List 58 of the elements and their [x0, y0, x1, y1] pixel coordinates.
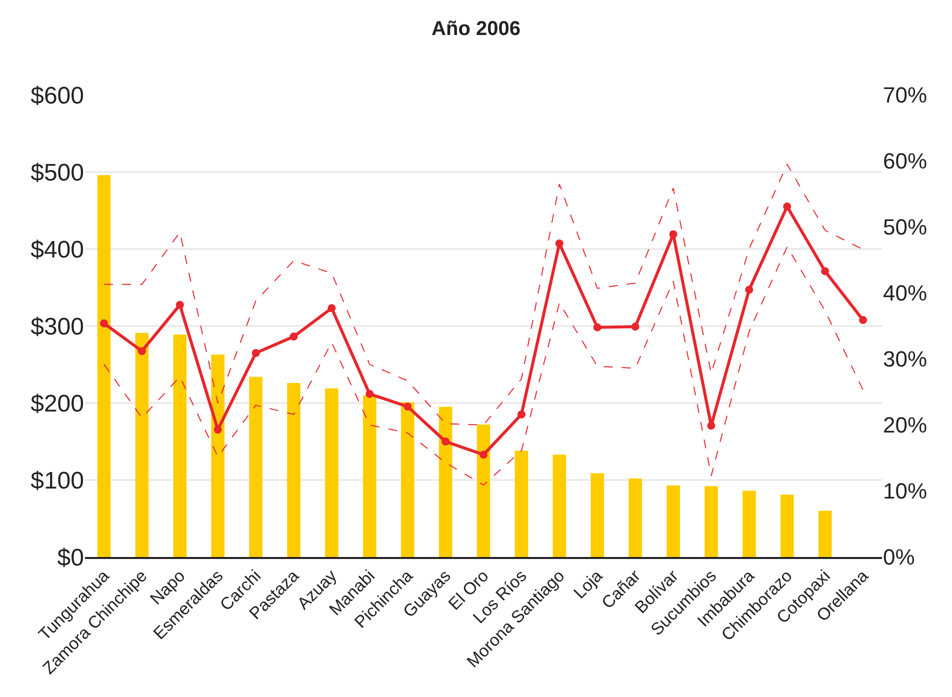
- point: [783, 202, 792, 211]
- bar: [249, 376, 262, 557]
- bar: [287, 382, 300, 557]
- y2-tick-label: 60%: [883, 148, 928, 174]
- bar: [818, 510, 832, 557]
- point: [100, 319, 108, 328]
- y2-tick-label: 50%: [883, 214, 928, 240]
- bar: [704, 486, 718, 557]
- bar: [552, 454, 566, 557]
- bar: [742, 490, 756, 557]
- bar: [438, 406, 452, 557]
- point: [631, 322, 640, 331]
- bar: [400, 402, 414, 557]
- y-tick-label: $500: [30, 159, 84, 186]
- point: [366, 390, 374, 398]
- y-tick-label: $100: [30, 467, 84, 494]
- point: [328, 304, 336, 312]
- bar: [514, 450, 528, 557]
- point: [555, 240, 564, 248]
- bar: [211, 354, 224, 557]
- y2-tick-label: 10%: [883, 478, 928, 504]
- bar: [628, 478, 642, 557]
- point: [290, 332, 298, 341]
- y-tick-label: $300: [30, 313, 84, 340]
- bar: [590, 473, 604, 557]
- line-series: [103, 246, 864, 486]
- point: [214, 426, 222, 434]
- bar: [325, 388, 338, 557]
- point: [745, 286, 754, 294]
- y-tick-label: $200: [30, 390, 84, 418]
- point: [707, 422, 716, 430]
- bar: [780, 494, 794, 557]
- bar: [476, 424, 490, 557]
- bar: [97, 175, 111, 557]
- point: [138, 347, 146, 356]
- bar: [173, 334, 187, 557]
- y-tick-label: $400: [30, 236, 84, 264]
- bar: [135, 332, 149, 557]
- y2-tick-label: 20%: [883, 412, 928, 438]
- point: [176, 300, 184, 309]
- y2-tick-label: 70%: [883, 82, 928, 108]
- bar: [363, 395, 376, 557]
- y2-tick-label: 0%: [883, 544, 915, 570]
- y-tick-label: $0: [57, 544, 84, 572]
- y2-tick-label: 40%: [883, 280, 928, 306]
- point: [404, 402, 412, 411]
- y-tick-label: $600: [30, 82, 84, 110]
- point: [593, 323, 602, 332]
- point: [517, 410, 526, 418]
- y2-tick-label: 30%: [883, 346, 928, 372]
- point: [821, 267, 830, 276]
- point: [669, 230, 678, 238]
- chart-title: Año 2006: [432, 18, 520, 40]
- point: [252, 349, 260, 358]
- point: [480, 450, 488, 459]
- bar: [666, 485, 680, 557]
- point: [442, 438, 450, 446]
- point: [859, 316, 868, 324]
